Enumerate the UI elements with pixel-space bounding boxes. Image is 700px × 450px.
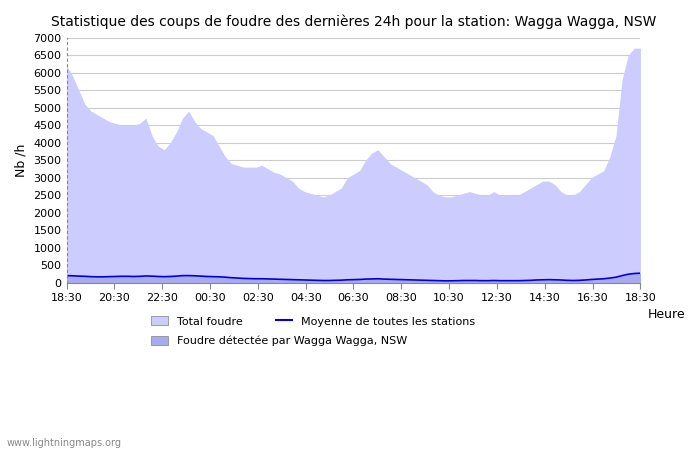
Text: Heure: Heure bbox=[648, 308, 685, 320]
Legend: Foudre détectée par Wagga Wagga, NSW: Foudre détectée par Wagga Wagga, NSW bbox=[147, 331, 412, 351]
Title: Statistique des coups de foudre des dernières 24h pour la station: Wagga Wagga, : Statistique des coups de foudre des dern… bbox=[51, 15, 656, 30]
Y-axis label: Nb /h: Nb /h bbox=[15, 144, 28, 177]
Text: www.lightningmaps.org: www.lightningmaps.org bbox=[7, 438, 122, 448]
